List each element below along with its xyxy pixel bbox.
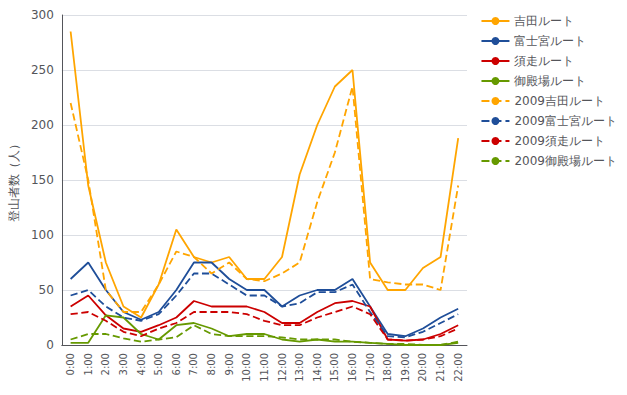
svg-text:1:00: 1:00: [83, 353, 94, 375]
svg-text:2009御殿場ルート: 2009御殿場ルート: [514, 154, 617, 168]
svg-text:2009須走ルート: 2009須走ルート: [514, 134, 605, 148]
svg-text:16:00: 16:00: [347, 353, 358, 382]
svg-text:19:00: 19:00: [400, 353, 411, 382]
svg-text:富士宮ルート: 富士宮ルート: [514, 34, 586, 48]
svg-text:20:00: 20:00: [417, 353, 428, 382]
svg-text:御殿場ルート: 御殿場ルート: [514, 74, 586, 88]
svg-text:300: 300: [31, 8, 54, 22]
svg-text:登山者数（人）: 登山者数（人）: [7, 138, 21, 222]
svg-text:0: 0: [46, 338, 54, 352]
svg-text:17:00: 17:00: [365, 353, 376, 382]
svg-text:14:00: 14:00: [312, 353, 323, 382]
svg-text:50: 50: [39, 283, 54, 297]
svg-text:須走ルート: 須走ルート: [514, 54, 574, 68]
svg-text:250: 250: [31, 63, 54, 77]
svg-text:3:00: 3:00: [118, 353, 129, 375]
svg-text:10:00: 10:00: [241, 353, 252, 382]
svg-text:9:00: 9:00: [224, 353, 235, 375]
svg-text:13:00: 13:00: [294, 353, 305, 382]
svg-text:22:00: 22:00: [453, 353, 464, 382]
svg-text:2009吉田ルート: 2009吉田ルート: [514, 94, 605, 108]
svg-text:18:00: 18:00: [382, 353, 393, 382]
svg-text:8:00: 8:00: [206, 353, 217, 375]
svg-text:150: 150: [31, 173, 54, 187]
svg-text:21:00: 21:00: [435, 353, 446, 382]
svg-text:7:00: 7:00: [188, 353, 199, 375]
svg-text:0:00: 0:00: [65, 353, 76, 375]
svg-text:100: 100: [31, 228, 54, 242]
svg-text:5:00: 5:00: [153, 353, 164, 375]
svg-text:200: 200: [31, 118, 54, 132]
svg-text:4:00: 4:00: [136, 353, 147, 375]
svg-text:6:00: 6:00: [171, 353, 182, 375]
svg-text:吉田ルート: 吉田ルート: [514, 14, 574, 28]
svg-text:2:00: 2:00: [100, 353, 111, 375]
svg-text:2009富士宮ルート: 2009富士宮ルート: [514, 114, 617, 128]
svg-text:15:00: 15:00: [329, 353, 340, 382]
svg-text:12:00: 12:00: [277, 353, 288, 382]
svg-text:11:00: 11:00: [259, 353, 270, 382]
